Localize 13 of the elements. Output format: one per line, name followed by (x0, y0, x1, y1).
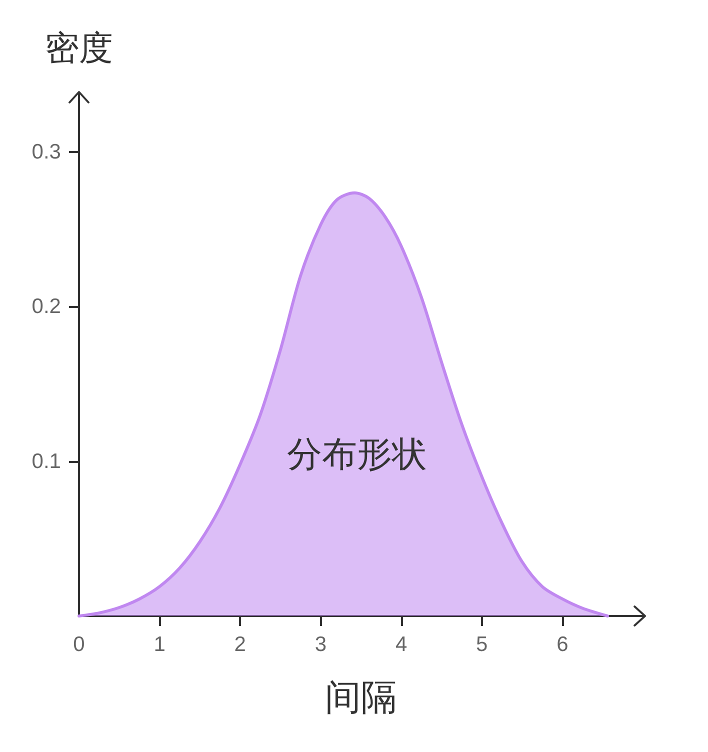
y-tick-label: 0.3 (32, 140, 61, 164)
x-tick-label: 4 (395, 633, 408, 656)
x-tick-label: 3 (314, 633, 327, 656)
y-axis-title: 密度 (45, 28, 113, 68)
y-tick-label: 0.2 (32, 295, 61, 318)
annotation: 分布形状 (287, 435, 427, 475)
y-tick-label: 0.1 (32, 450, 61, 473)
x-tick-label: 5 (476, 633, 488, 656)
x-tick-label: 6 (556, 633, 568, 656)
x-tick-label: 1 (154, 633, 166, 656)
x-tick-label: 0 (73, 633, 85, 656)
x-axis-title: 间隔 (325, 678, 397, 718)
x-tick-label: 2 (234, 633, 246, 656)
